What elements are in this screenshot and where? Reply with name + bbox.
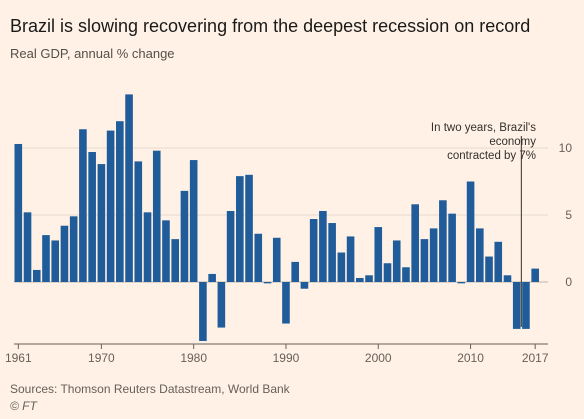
bar-1987 xyxy=(254,233,263,282)
y-tick-label: 0 xyxy=(565,275,572,289)
annotation-text-line: contracted by 7% xyxy=(447,150,536,162)
bar-1963 xyxy=(32,269,41,282)
bar-1978 xyxy=(171,239,180,282)
bar-1970 xyxy=(97,164,106,282)
bar-1980 xyxy=(189,160,198,282)
bar-1996 xyxy=(337,252,346,282)
bar-2014 xyxy=(503,275,512,282)
bar-1983 xyxy=(217,282,226,328)
bar-1993 xyxy=(309,219,318,282)
x-tick-label: 2000 xyxy=(365,351,392,365)
bar-1967 xyxy=(69,216,78,282)
bar-1964 xyxy=(42,235,50,282)
x-tick-label: 1961 xyxy=(5,351,32,365)
bar-1971 xyxy=(106,130,115,282)
bar-1990 xyxy=(282,282,290,324)
bar-1994 xyxy=(319,210,327,282)
bar-1988 xyxy=(263,282,272,284)
bar-2001 xyxy=(383,263,392,282)
x-tick-label: 1980 xyxy=(180,351,207,365)
bar-1975 xyxy=(143,212,152,282)
bar-1999 xyxy=(365,275,373,282)
x-tick-label: 2010 xyxy=(457,351,484,365)
bar-1982 xyxy=(208,273,216,282)
bar-1962 xyxy=(23,212,32,282)
bar-2009 xyxy=(457,282,466,284)
bar-1985 xyxy=(236,176,244,282)
bar-1998 xyxy=(356,277,364,282)
bar-1995 xyxy=(328,223,336,282)
bar-2007 xyxy=(439,200,447,282)
bar-1989 xyxy=(272,237,281,282)
y-tick-label: 5 xyxy=(565,208,572,222)
bar-2002 xyxy=(392,240,401,282)
bar-2005 xyxy=(420,239,429,282)
x-tick-label: 1990 xyxy=(273,351,300,365)
copyright-note: © FT xyxy=(10,399,37,413)
annotation-text-line: economy xyxy=(489,136,536,148)
bar-1966 xyxy=(60,225,69,282)
x-tick-label: 1970 xyxy=(88,351,115,365)
y-tick-label: 10 xyxy=(559,141,573,155)
bar-2016 xyxy=(522,282,530,329)
bar-1969 xyxy=(88,152,96,282)
bar-2012 xyxy=(485,256,493,282)
bar-1968 xyxy=(79,129,87,282)
bar-2017 xyxy=(531,268,539,282)
bar-1981 xyxy=(199,282,207,341)
annotation-text-line: In two years, Brazil's xyxy=(431,122,536,134)
gdp-bar-chart: 0 5 10 1961 1970 1980 1990 2000 2010 2017 In two y… xyxy=(5,94,573,365)
bar-1973 xyxy=(125,94,133,283)
chart-title: Brazil is slowing recovering from the de… xyxy=(10,16,531,36)
bar-1972 xyxy=(116,121,124,282)
source-note: Sources: Thomson Reuters Datastream, Wor… xyxy=(10,382,290,396)
bar-2015 xyxy=(512,282,521,329)
bar-1992 xyxy=(300,282,309,289)
bar-2013 xyxy=(494,241,503,282)
bar-1984 xyxy=(226,210,235,282)
bar-1979 xyxy=(180,190,189,282)
chart-subtitle: Real GDP, annual % change xyxy=(10,46,175,61)
bar-2003 xyxy=(402,267,410,282)
bar-1977 xyxy=(162,220,170,282)
bar-1961 xyxy=(14,143,23,282)
bar-2010 xyxy=(466,181,475,282)
bar-1976 xyxy=(152,150,161,282)
bar-2004 xyxy=(411,204,419,282)
bar-2008 xyxy=(448,213,456,282)
bar-2000 xyxy=(374,227,383,282)
bar-1974 xyxy=(134,161,143,282)
bar-2011 xyxy=(476,228,484,282)
bar-1965 xyxy=(51,240,60,282)
bar-1991 xyxy=(291,261,299,282)
bar-2006 xyxy=(429,228,438,282)
x-tick-label: 2017 xyxy=(522,351,549,365)
bar-1986 xyxy=(245,174,253,282)
bar-1997 xyxy=(346,236,355,282)
